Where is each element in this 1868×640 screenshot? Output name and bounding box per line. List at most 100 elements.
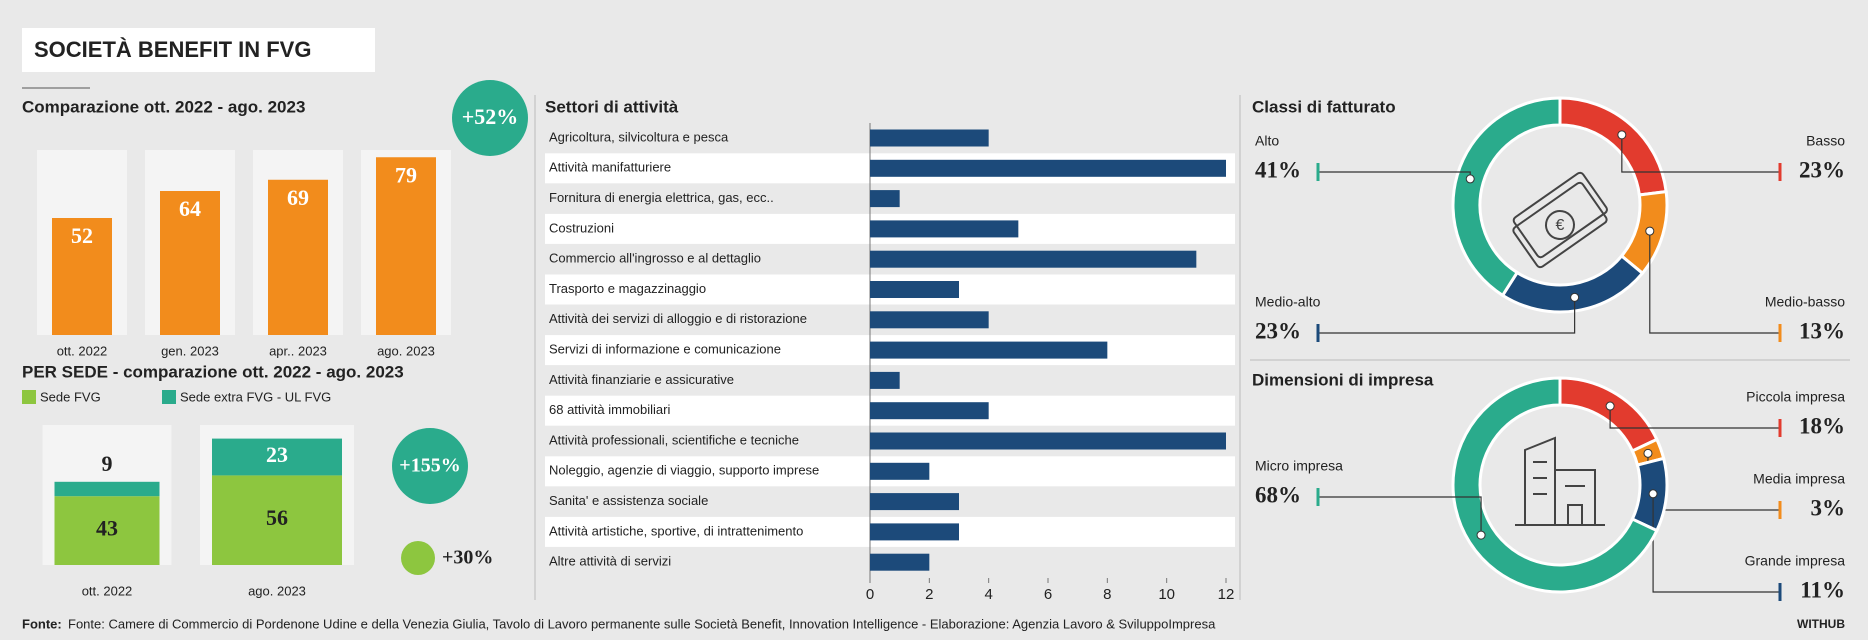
- category-label: Fornitura di energia elettrica, gas, ecc…: [549, 190, 774, 205]
- value-label: 52: [71, 223, 93, 248]
- bar: [870, 402, 989, 420]
- building-icon: [1515, 436, 1605, 526]
- bar: [870, 341, 1108, 359]
- bar: [870, 311, 989, 329]
- category-label: Commercio all'ingrosso e al dettaglio: [549, 251, 761, 266]
- bar: [268, 179, 328, 335]
- leader-dot: [1643, 448, 1653, 458]
- value-label: 11%: [1800, 577, 1845, 602]
- leader-dot: [1476, 530, 1486, 540]
- chart-title: Comparazione ott. 2022 - ago. 2023: [22, 97, 305, 116]
- leader-tick: [1778, 163, 1782, 181]
- x-tick-label: 10: [1158, 586, 1175, 603]
- brand: WITHUB: [1797, 617, 1845, 631]
- leader-dot: [1605, 401, 1615, 411]
- donut-segment: [1451, 96, 1562, 298]
- x-tick-label: ott. 2022: [57, 343, 108, 358]
- bar: [870, 371, 900, 389]
- bar: [870, 523, 959, 541]
- bar: [870, 553, 930, 571]
- x-tick-label: ago. 2023: [377, 343, 435, 358]
- annotation: +30%: [442, 547, 493, 569]
- x-tick-label: 6: [1044, 586, 1052, 603]
- leader-tick: [1778, 419, 1782, 437]
- annotation: +155%: [399, 455, 460, 477]
- value-label: 68%: [1255, 482, 1301, 507]
- chart-title: PER SEDE - comparazione ott. 2022 - ago.…: [22, 362, 404, 381]
- value-label: 23%: [1799, 157, 1845, 182]
- category-label: Servizi di informazione e comunicazione: [549, 342, 781, 357]
- bar-segment: [212, 438, 342, 476]
- leader-line: [1318, 297, 1576, 334]
- leader-line: [1652, 493, 1780, 593]
- category-label: Attività artistiche, sportive, di intrat…: [549, 523, 803, 538]
- category-label: Costruzioni: [549, 220, 614, 235]
- x-tick-label: 0: [866, 586, 874, 603]
- category-label: Piccola impresa: [1746, 389, 1845, 405]
- category-label: Attività finanziarie e assicurative: [549, 372, 734, 387]
- value-label: 43: [96, 516, 118, 541]
- category-label: Micro impresa: [1255, 458, 1343, 474]
- bar: [160, 191, 220, 335]
- donut-segment: [1451, 376, 1659, 594]
- value-label: 13%: [1799, 318, 1845, 343]
- badge: [392, 428, 468, 504]
- money-icon: €: [1512, 171, 1608, 269]
- leader-line: [1649, 231, 1780, 334]
- source-label: Fonte:: [22, 616, 62, 631]
- x-tick-label: 2: [925, 586, 933, 603]
- value-label: 69: [287, 185, 309, 210]
- source: Fonte: Camere di Commercio di Pordenone …: [68, 616, 1216, 631]
- bar: [870, 250, 1197, 268]
- leader-line: [1318, 496, 1482, 536]
- value-label: 18%: [1799, 413, 1845, 438]
- leader-tick: [1778, 324, 1782, 342]
- x-tick-label: apr.. 2023: [269, 343, 327, 358]
- value-label: 41%: [1255, 157, 1301, 182]
- badge: [452, 80, 528, 156]
- chart-title: Classi di fatturato: [1252, 97, 1396, 116]
- leader-tick: [1316, 163, 1320, 181]
- x-tick-label: ago. 2023: [248, 583, 306, 598]
- category-label: Alto: [1255, 133, 1279, 149]
- x-tick-label: 8: [1103, 586, 1111, 603]
- category-label: Altre attività di servizi: [549, 554, 671, 569]
- title-box: [22, 28, 375, 72]
- bar: [870, 493, 959, 511]
- value-label: 79: [395, 162, 417, 187]
- category-label: Attività professionali, scientifiche e t…: [549, 432, 799, 447]
- legend-swatch: [162, 390, 176, 404]
- category-label: Sanita' e assistenza sociale: [549, 493, 708, 508]
- category-label: Media impresa: [1753, 471, 1845, 487]
- category-label: Noleggio, agenzie di viaggio, supporto i…: [549, 463, 819, 478]
- leader-dot: [1645, 226, 1655, 236]
- leader-dot: [1648, 489, 1658, 499]
- category-label: Attività dei servizi di alloggio e di ri…: [549, 311, 807, 326]
- leader-tick: [1316, 488, 1320, 506]
- bar-segment: [54, 481, 160, 497]
- x-tick-label: 4: [984, 586, 992, 603]
- leader-dot: [1465, 174, 1475, 184]
- category-label: Medio-basso: [1765, 294, 1845, 310]
- category-label: Grande impresa: [1745, 553, 1846, 569]
- leader-dot: [1617, 130, 1627, 140]
- chart-title: Dimensioni di impresa: [1252, 370, 1434, 389]
- bar-segment: [54, 496, 160, 565]
- bar: [870, 190, 900, 208]
- legend-label: Sede extra FVG - UL FVG: [180, 389, 331, 404]
- annotation: +52%: [462, 104, 519, 129]
- bar: [870, 462, 930, 480]
- category-label: Medio-alto: [1255, 294, 1321, 310]
- leader-tick: [1778, 501, 1782, 519]
- legend-swatch: [22, 390, 36, 404]
- page-title: SOCIETÀ BENEFIT IN FVG: [34, 37, 311, 62]
- svg-text:€: €: [1556, 217, 1565, 234]
- value-label: 23: [266, 442, 288, 467]
- bar: [376, 157, 436, 335]
- value-label: 9: [102, 451, 113, 476]
- bar: [52, 218, 112, 335]
- value-label: 56: [266, 505, 288, 530]
- value-label: 64: [179, 196, 201, 221]
- category-label: Attività manifatturiere: [549, 160, 671, 175]
